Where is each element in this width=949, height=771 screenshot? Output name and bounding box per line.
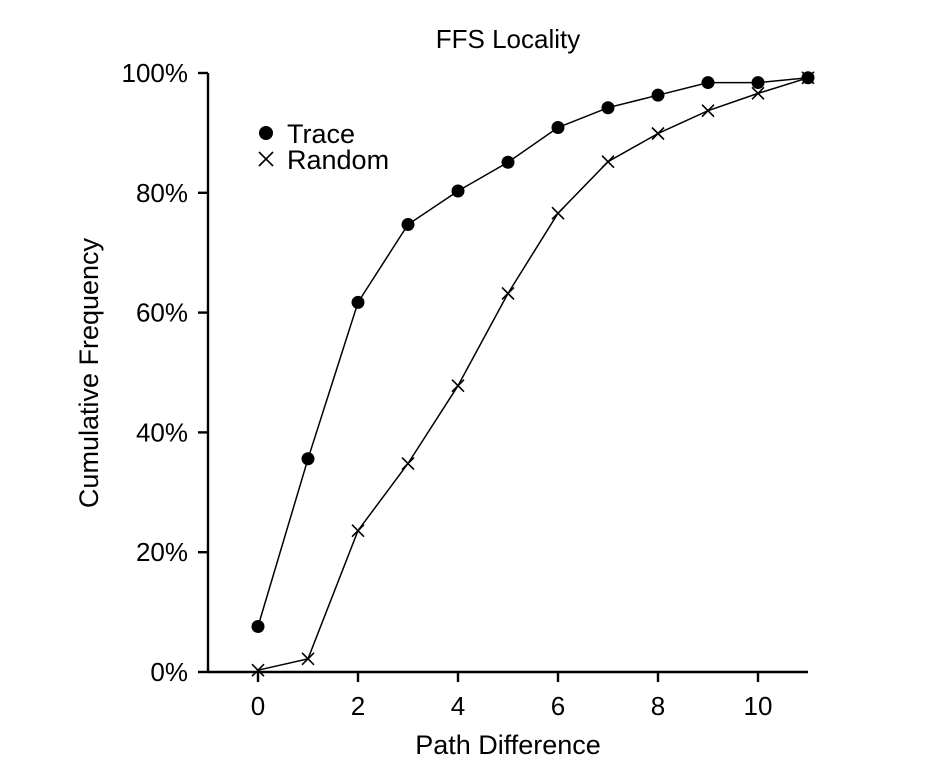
- plot-area: [251, 71, 815, 677]
- legend-label-random: Random: [287, 145, 389, 175]
- data-point-random: [501, 286, 515, 300]
- y-tick-label: 60%: [136, 298, 188, 328]
- data-point-random: [451, 379, 465, 393]
- data-point-random: [751, 86, 765, 100]
- data-point-trace: [651, 88, 665, 102]
- data-point-random: [301, 652, 315, 666]
- x-tick-label: 6: [551, 691, 565, 721]
- data-point-random: [701, 104, 715, 118]
- y-tick-label: 0%: [150, 657, 188, 687]
- y-tick-label: 40%: [136, 417, 188, 447]
- legend-item-random: Random: [258, 145, 389, 175]
- data-point-trace: [401, 218, 415, 232]
- chart-title: FFS Locality: [436, 24, 581, 54]
- series-line-random: [257, 77, 809, 671]
- data-point-trace: [601, 101, 615, 115]
- y-axis-title: Cumulative Frequency: [74, 237, 104, 508]
- data-point-trace: [501, 155, 515, 169]
- legend-marker-random: [258, 151, 274, 167]
- x-tick-label: 2: [351, 691, 365, 721]
- x-tick-label: 4: [451, 691, 465, 721]
- data-point-random: [251, 663, 265, 677]
- series-line-trace: [257, 77, 809, 627]
- x-axis-title: Path Difference: [415, 730, 601, 760]
- data-point-trace: [551, 121, 565, 135]
- data-point-random: [651, 126, 665, 141]
- x-tick-label: 8: [651, 691, 665, 721]
- legend-item-trace: Trace: [259, 119, 355, 149]
- data-point-random: [601, 155, 615, 169]
- data-point-trace: [451, 184, 465, 198]
- data-point-trace: [701, 76, 715, 90]
- data-point-random: [551, 206, 565, 220]
- y-tick-label: 80%: [136, 178, 188, 208]
- data-point-trace: [351, 295, 365, 309]
- x-axis-ticks: 0 2 4 6 8 10: [251, 672, 773, 721]
- data-point-random: [351, 524, 365, 538]
- data-point-trace: [301, 452, 315, 466]
- axes: [206, 73, 808, 674]
- x-tick-label: 10: [744, 691, 773, 721]
- y-tick-label: 20%: [136, 537, 188, 567]
- y-axis-ticks: 0% 20% 40% 60% 80% 100%: [122, 58, 208, 687]
- y-tick-label: 100%: [122, 58, 189, 88]
- data-point-random: [801, 71, 815, 85]
- data-point-trace: [251, 619, 265, 633]
- data-point-trace: [751, 76, 765, 90]
- legend: Trace Random: [258, 119, 389, 175]
- data-point-random: [401, 456, 415, 471]
- x-tick-label: 0: [251, 691, 265, 721]
- legend-marker-trace: [259, 126, 273, 140]
- legend-label-trace: Trace: [287, 119, 355, 149]
